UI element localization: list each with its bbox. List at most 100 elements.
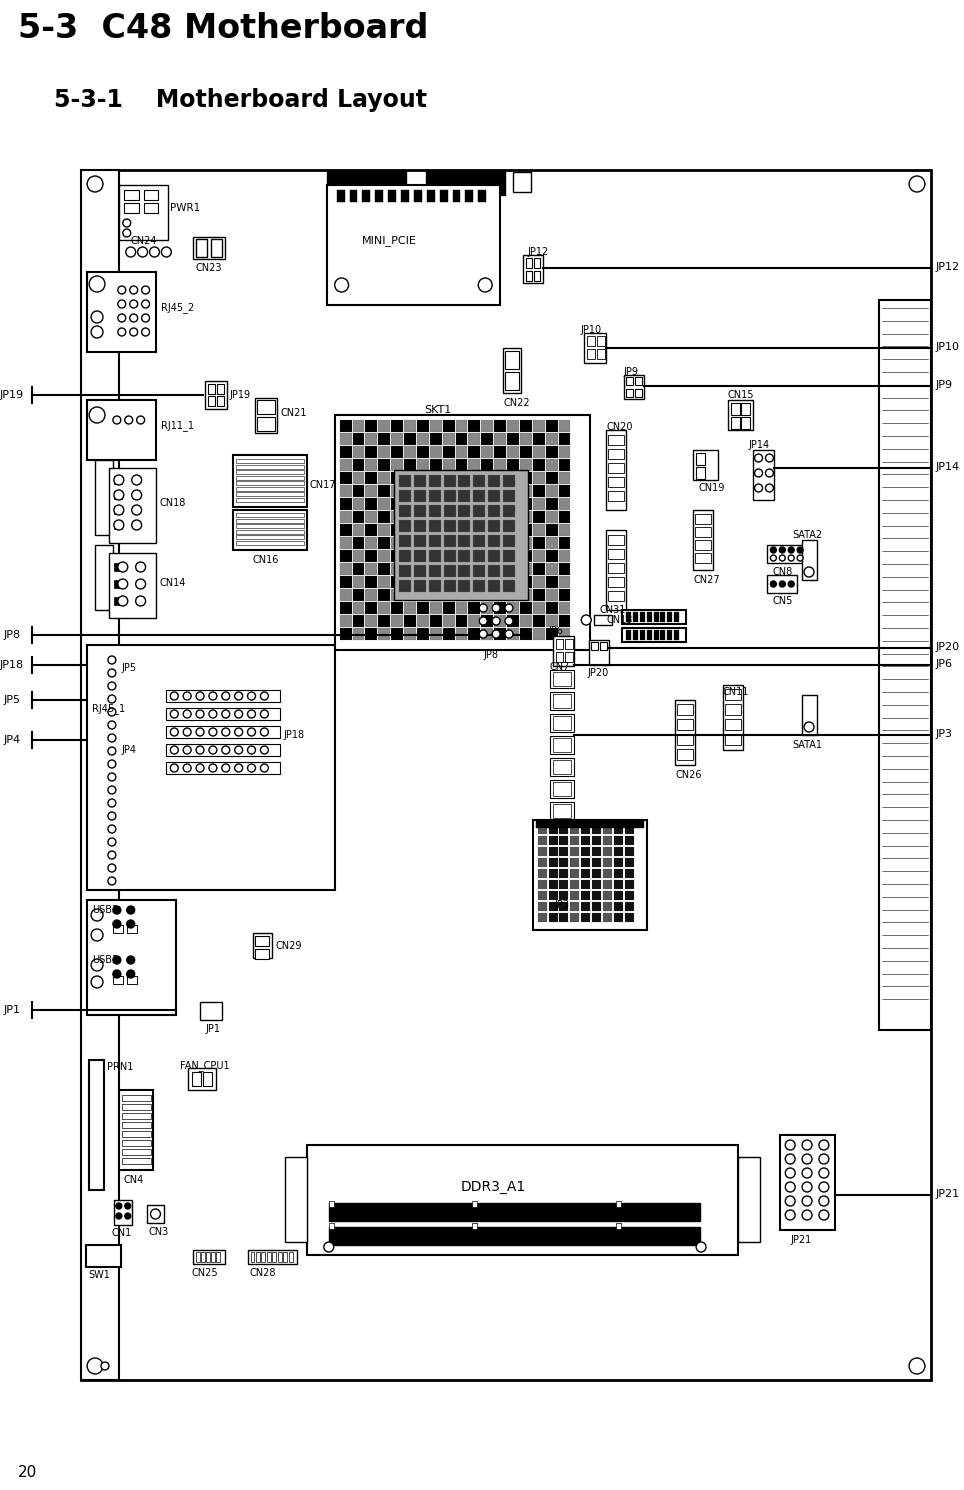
Circle shape (118, 286, 125, 294)
Circle shape (779, 547, 786, 553)
Bar (473, 505, 485, 517)
Bar (481, 511, 494, 523)
Bar (525, 258, 532, 268)
Bar (695, 527, 711, 536)
Bar (549, 736, 575, 754)
Bar (404, 550, 415, 562)
Circle shape (786, 1210, 795, 1220)
Text: CN15: CN15 (728, 390, 755, 399)
Bar (378, 498, 390, 510)
Bar (616, 1223, 621, 1229)
Bar (696, 466, 705, 478)
Bar (208, 384, 215, 393)
Bar (404, 472, 415, 484)
Bar (603, 869, 612, 878)
Bar (546, 511, 557, 523)
Bar (235, 513, 304, 517)
Bar (549, 691, 575, 711)
Bar (443, 490, 456, 502)
Bar (404, 524, 415, 536)
Circle shape (209, 764, 217, 772)
Circle shape (108, 760, 116, 767)
Bar (675, 612, 680, 621)
Bar (488, 535, 500, 547)
Circle shape (819, 1168, 829, 1179)
Bar (430, 563, 442, 575)
Circle shape (136, 562, 146, 572)
Circle shape (116, 1213, 121, 1219)
Bar (608, 577, 624, 587)
Bar (647, 612, 652, 621)
Bar (144, 191, 158, 200)
Bar (678, 703, 693, 715)
Bar (167, 708, 281, 720)
Bar (378, 420, 390, 432)
Bar (559, 846, 569, 855)
Bar (558, 434, 571, 446)
Bar (558, 472, 571, 484)
Bar (416, 550, 429, 562)
Bar (507, 446, 519, 457)
Bar (378, 627, 390, 641)
Bar (404, 577, 415, 589)
Bar (365, 434, 377, 446)
Text: CN24: CN24 (131, 235, 157, 246)
Bar (429, 580, 441, 592)
Bar (251, 1252, 254, 1262)
Bar (592, 836, 602, 845)
Bar (416, 511, 429, 523)
Circle shape (222, 711, 229, 718)
Bar (507, 602, 519, 614)
Text: JP8: JP8 (4, 630, 21, 641)
Bar (401, 191, 409, 203)
Bar (581, 869, 590, 878)
Bar (725, 720, 740, 730)
Bar (559, 891, 569, 900)
Bar (469, 459, 480, 471)
Bar (414, 520, 426, 532)
Bar (549, 670, 575, 688)
Bar (288, 1252, 293, 1262)
Bar (414, 580, 426, 592)
Text: RJ11_1: RJ11_1 (161, 420, 195, 431)
Bar (503, 349, 521, 393)
Bar (416, 472, 429, 484)
Bar (546, 627, 557, 641)
Bar (533, 472, 545, 484)
Bar (456, 550, 468, 562)
Bar (481, 536, 494, 548)
Bar (603, 836, 612, 845)
Bar (365, 498, 377, 510)
Bar (488, 520, 500, 532)
Bar (126, 976, 137, 983)
Bar (404, 434, 415, 446)
Bar (507, 577, 519, 589)
Circle shape (770, 581, 776, 587)
Bar (533, 577, 545, 589)
Circle shape (161, 247, 172, 256)
Bar (430, 550, 442, 562)
Circle shape (118, 596, 128, 606)
Circle shape (222, 764, 229, 772)
Bar (378, 524, 390, 536)
Bar (503, 490, 515, 502)
Bar (339, 486, 352, 498)
Bar (144, 203, 158, 213)
Bar (469, 524, 480, 536)
Bar (378, 589, 390, 600)
Text: CN26: CN26 (676, 770, 702, 779)
Bar (329, 1201, 334, 1207)
Bar (257, 417, 276, 431)
Bar (634, 389, 642, 396)
Circle shape (138, 247, 147, 256)
Circle shape (92, 326, 103, 338)
Text: JP21: JP21 (936, 1189, 960, 1199)
Circle shape (132, 475, 142, 486)
Bar (559, 836, 569, 845)
Circle shape (248, 764, 255, 772)
Text: JP5: JP5 (4, 694, 21, 705)
Bar (278, 1252, 281, 1262)
Circle shape (819, 1182, 829, 1192)
Circle shape (92, 976, 103, 988)
Bar (430, 472, 442, 484)
